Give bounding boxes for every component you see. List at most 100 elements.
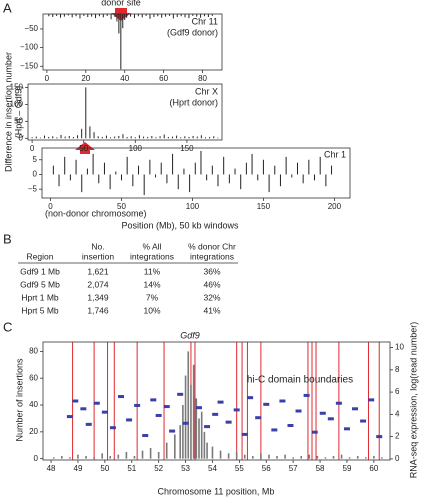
rna-dash (225, 420, 232, 424)
table-cell: Gdf9 1 Mb (20, 266, 60, 276)
table-cell: 1,349 (87, 292, 109, 302)
y-tick-label: −100 (20, 43, 39, 52)
rna-dash (352, 407, 359, 411)
y2-tick-label: 0 (395, 454, 400, 463)
rna-dash (376, 435, 383, 439)
x-tick-label: 59 (343, 464, 352, 473)
x-tick-label: 150 (180, 144, 194, 153)
table-header: insertion (82, 251, 114, 261)
x-tick-label: 200 (328, 202, 342, 211)
y-tick-label: 150 (10, 83, 24, 92)
table-cell: 46% (203, 279, 220, 289)
chromosome-label: Chr X (195, 86, 218, 96)
rna-dash (295, 409, 302, 413)
x-tick-label: 49 (74, 464, 83, 473)
x-tick-label: 0 (45, 74, 50, 83)
rna-dash (247, 396, 254, 400)
rna-dash (196, 406, 203, 410)
plot-frame (42, 13, 223, 71)
rna-dash (360, 419, 367, 423)
x-tick-label: 80 (198, 74, 207, 83)
x-tick-label: 20 (81, 74, 90, 83)
table-header: Region (27, 251, 54, 261)
chromosome-label: Chr 11 (192, 16, 218, 26)
rna-dash (241, 432, 248, 436)
plot-frame (27, 83, 223, 141)
y2-tick-label: 2 (395, 432, 400, 441)
annotation: donor site (101, 0, 141, 7)
table-cell: Hprt 5 Mb (21, 305, 59, 315)
y-axis-label: (Hprt – Gdf9) (13, 86, 23, 139)
table-header: No. (91, 241, 104, 251)
rna-dash (85, 422, 92, 426)
table-cell: 11% (144, 266, 161, 276)
rna-dash (177, 392, 184, 396)
x-axis-label: Chromosome 11 position, Mb (158, 486, 275, 496)
y-tick-label: −5 (28, 184, 38, 193)
plot-frame (41, 147, 351, 199)
table-cell: 41% (203, 305, 220, 315)
rna-dash (72, 399, 79, 403)
rna-dash (263, 402, 270, 406)
panel-label: B (3, 231, 12, 246)
rna-dash (217, 400, 224, 404)
rna-dash (142, 434, 149, 438)
table-header: % All (143, 241, 162, 251)
y2-tick-label: 10 (395, 343, 404, 352)
rna-dash (287, 423, 294, 427)
rna-dash (163, 405, 170, 409)
x-tick-label: 40 (120, 74, 129, 83)
x-tick-label: 0 (30, 144, 35, 153)
y2-tick-label: 6 (395, 387, 400, 396)
rna-dash (255, 416, 262, 420)
rna-dash (233, 408, 240, 412)
table-cell: 36% (203, 266, 220, 276)
rna-dash (101, 410, 108, 414)
rna-dash (169, 429, 176, 433)
table-cell: 10% (143, 305, 160, 315)
rna-dash (343, 427, 350, 431)
x-tick-label: 50 (117, 202, 126, 211)
table-header: integrations (130, 251, 174, 261)
y-axis-label: Number of insertions (14, 358, 24, 442)
table-cell: 7% (146, 292, 159, 302)
x-tick-label: 150 (257, 202, 271, 211)
table-header: % donor Chr (188, 241, 236, 251)
rna-dash (279, 399, 286, 403)
rna-dash (93, 401, 100, 405)
y-tick-label: 60 (29, 373, 38, 382)
rna-dash (335, 401, 342, 405)
rna-dash (118, 395, 125, 399)
plot-frame (42, 341, 391, 461)
y-tick-label: 0 (19, 133, 24, 142)
y-tick-label: 50 (14, 116, 23, 125)
rna-dash (368, 398, 375, 402)
y2-axis-label: RNA-seq expression, log(read number) (408, 322, 418, 479)
y-tick-label: 40 (29, 400, 38, 409)
rna-dash (182, 421, 189, 425)
y-tick-label: −50 (24, 24, 38, 33)
y-tick-label: 5 (33, 155, 38, 164)
rna-dash (311, 430, 318, 434)
x-tick-label: 53 (181, 464, 190, 473)
y-tick-label: −150 (20, 61, 39, 70)
y-tick-label: 100 (10, 99, 24, 108)
x-tick-label: 54 (208, 464, 217, 473)
rna-dash (319, 411, 326, 415)
x-tick-label: 58 (316, 464, 325, 473)
rna-dash (80, 407, 87, 411)
table-cell: Gdf9 5 Mb (20, 279, 60, 289)
x-tick-label: 51 (127, 464, 136, 473)
chromosome-label: (Gdf9 donor) (167, 27, 218, 37)
y-tick-label: 0 (34, 454, 39, 463)
table-cell: 14% (143, 279, 160, 289)
table-header: integrations (190, 251, 234, 261)
table-cell: 32% (203, 292, 220, 302)
x-tick-label: 100 (186, 202, 200, 211)
panel-label: C (3, 319, 12, 334)
y2-tick-label: 8 (395, 365, 400, 374)
table-cell: Hprt 1 Mb (21, 292, 59, 302)
rna-dash (204, 425, 211, 429)
